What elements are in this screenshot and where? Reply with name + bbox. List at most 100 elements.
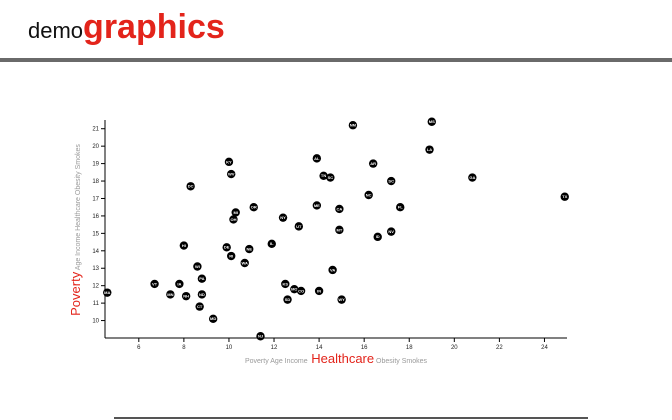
x-tick-label: 14 [316,345,323,351]
data-point[interactable] [278,213,288,222]
data-point-label: IN [317,288,321,293]
data-point[interactable] [387,227,396,236]
data-point-label: DE [224,245,230,250]
data-point[interactable] [560,192,569,201]
y-axis-option-income[interactable]: Income [75,233,82,258]
data-point[interactable] [319,171,328,181]
data-point[interactable] [335,204,344,214]
x-axis-option-smokes[interactable]: Smokes [400,358,428,365]
y-axis-option-obesity[interactable]: Obesity [75,171,82,197]
data-point-label: RI [229,253,233,258]
data-point[interactable] [197,274,207,283]
data-point[interactable] [387,176,396,186]
data-point[interactable] [193,262,202,271]
data-point-label: KS [283,281,289,286]
data-point-label: SC [388,178,394,183]
data-point-label: VT [152,281,158,286]
data-point[interactable] [427,117,436,126]
data-point[interactable] [368,159,378,168]
data-point[interactable] [267,239,276,249]
data-point[interactable] [281,279,290,289]
y-tick-label: 17 [92,196,99,202]
header-divider [0,58,672,62]
y-axis-option-age[interactable]: Age [75,258,82,272]
data-point-label: AL [314,156,320,161]
data-point[interactable] [256,332,265,341]
data-point[interactable] [166,290,175,299]
data-point-label: SC [328,175,334,180]
data-point-label: NV [388,229,394,234]
y-axis-option-poverty[interactable]: Poverty [68,271,83,316]
data-point[interactable] [150,279,159,289]
data-point[interactable] [240,258,249,268]
x-axis-option-age[interactable]: Age [269,358,283,365]
data-point[interactable] [364,190,373,200]
data-point-label: NM [350,123,357,128]
data-point-label: CT [197,304,203,309]
y-tick-label: 15 [92,231,99,237]
data-point[interactable] [245,244,254,254]
y-tick-label: 14 [92,249,99,255]
data-point[interactable] [227,169,236,179]
data-point[interactable] [195,302,204,311]
data-point-label: NH [183,294,189,299]
data-point-label: IL [270,241,274,246]
data-point[interactable] [373,232,382,242]
data-point-label: LA [427,147,432,152]
data-point[interactable] [312,201,322,210]
x-tick-label: 22 [496,345,503,351]
data-point[interactable] [326,173,335,182]
data-point-label: ND [199,292,205,297]
data-point-label: DC [188,184,194,189]
data-point[interactable] [290,284,299,294]
data-point[interactable] [337,295,346,304]
x-axis-option-healthcare[interactable]: Healthcare [308,351,374,366]
y-axis-label-group: Poverty Age Income Healthcare Obesity Sm… [68,144,83,316]
data-point[interactable] [328,265,337,275]
data-point-label: GA [469,175,475,180]
data-point[interactable] [312,154,322,163]
data-point-label: ME [314,203,320,208]
data-point[interactable] [103,288,112,297]
data-point[interactable] [175,279,184,289]
data-point-label: WI [195,264,200,269]
data-point-label: NJ [258,334,263,339]
x-axis-label-group: Poverty Age Income Healthcare Obesity Sm… [245,351,428,366]
footer-divider [114,417,588,419]
data-point[interactable] [179,241,189,250]
data-point[interactable] [222,243,231,252]
data-point-label: PA [199,276,204,281]
y-axis-option-healthcare[interactable]: Healthcare [75,197,82,233]
data-point[interactable] [181,291,191,301]
x-axis-option-income[interactable]: Income [283,358,308,365]
y-tick-label: 11 [93,301,100,307]
data-point[interactable] [224,157,234,167]
data-point-label: KY [226,159,232,164]
data-point[interactable] [335,225,344,235]
data-point[interactable] [249,203,258,212]
data-point-label: MD [210,316,216,321]
data-point[interactable] [208,314,218,324]
data-point-label: WY [338,297,345,302]
data-point[interactable] [425,145,434,154]
data-point-label: SD [285,297,291,302]
data-point[interactable] [186,182,195,191]
data-point[interactable] [396,203,405,212]
y-axis-option-smokes[interactable]: Smokes [75,144,82,172]
data-point[interactable] [314,286,324,296]
data-point[interactable] [283,295,292,304]
data-point[interactable] [229,215,238,224]
data-point[interactable] [294,222,304,231]
x-axis-option-poverty[interactable]: Poverty [245,358,269,365]
data-point[interactable] [468,173,477,182]
data-point[interactable] [348,121,358,130]
data-point-label: HI [182,243,186,248]
data-point-label: TN [321,173,326,178]
x-axis-option-obesity[interactable]: Obesity [374,358,400,365]
brand-suffix: graphics [83,8,225,46]
data-point[interactable] [197,290,207,299]
data-point[interactable] [227,251,236,261]
data-point[interactable] [296,286,306,296]
data-point[interactable] [231,208,240,217]
